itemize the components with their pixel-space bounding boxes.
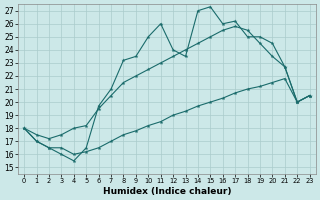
X-axis label: Humidex (Indice chaleur): Humidex (Indice chaleur) — [103, 187, 231, 196]
